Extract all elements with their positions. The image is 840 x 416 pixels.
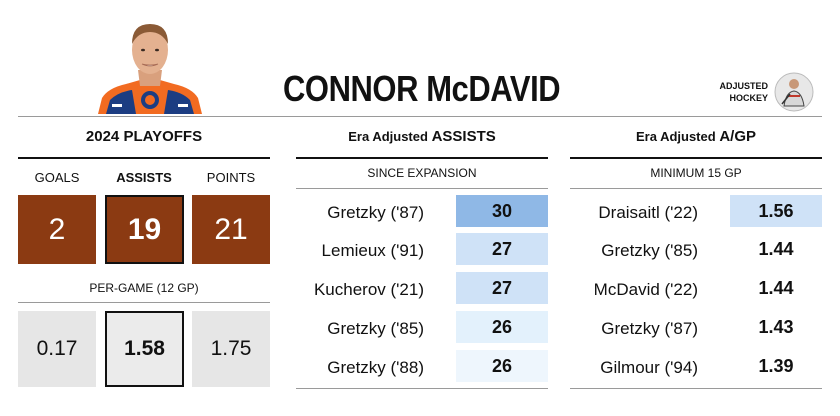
header-divider bbox=[18, 116, 822, 117]
agp-rank-2-name: Gretzky ('85) bbox=[601, 241, 698, 260]
assists-rank-5-value: 26 bbox=[456, 350, 548, 382]
agp-subtitle: MINIMUM 15 GP bbox=[650, 166, 742, 180]
agp-title-prefix: Era Adjusted bbox=[635, 129, 716, 144]
assists-rank-4-value: 26 bbox=[456, 311, 548, 343]
assists-rank-1-name: Gretzky ('87) bbox=[327, 203, 424, 222]
agp-section-title: Era Adjusted A/GP bbox=[570, 128, 822, 145]
agp-rank-1-value: 1.56 bbox=[730, 195, 822, 227]
assists-title-main: ASSISTS bbox=[431, 128, 496, 145]
assists-subtitle: SINCE EXPANSION bbox=[367, 166, 477, 180]
agp-rank-5-value: 1.39 bbox=[730, 350, 822, 382]
agp-rank-4-name: Gretzky ('87) bbox=[601, 319, 698, 338]
brand-line-1: ADJUSTED bbox=[719, 81, 768, 91]
agp-rank-3-value: 1.44 bbox=[730, 272, 822, 304]
agp-rank-1-name: Draisaitl ('22) bbox=[598, 203, 698, 222]
assists-rank-4-name: Gretzky ('85) bbox=[327, 319, 424, 338]
assists-rank-3-name: Kucherov ('21) bbox=[313, 280, 424, 299]
assists-bottom-rule bbox=[296, 388, 548, 389]
points-label: POINTS bbox=[206, 170, 256, 185]
points-per-game: 1.75 bbox=[192, 311, 270, 387]
per-game-label: PER-GAME (12 GP) bbox=[89, 281, 199, 295]
assists-per-game: 1.58 bbox=[105, 311, 184, 387]
goals-total: 2 bbox=[18, 195, 96, 264]
brand-line-2: HOCKEY bbox=[729, 93, 768, 103]
agp-title-main: A/GP bbox=[719, 128, 756, 145]
playoffs-title: 2024 PLAYOFFS bbox=[85, 128, 203, 145]
agp-rank-4-value: 1.43 bbox=[730, 311, 822, 343]
assists-section-title: Era Adjusted ASSISTS bbox=[296, 128, 548, 145]
assists-rank-5-name: Gretzky ('88) bbox=[327, 358, 424, 377]
adjusted-hockey-logo-icon bbox=[774, 72, 814, 112]
agp-rank-3-name: McDavid ('22) bbox=[593, 280, 698, 299]
assists-label: ASSISTS bbox=[116, 170, 172, 185]
assists-rank-3-value: 27 bbox=[456, 272, 548, 304]
playoffs-title-rule bbox=[18, 157, 270, 159]
per-game-rule bbox=[18, 302, 270, 303]
assists-rank-2-name: Lemieux ('91) bbox=[321, 241, 424, 260]
assists-rank-2-value: 27 bbox=[456, 233, 548, 265]
agp-rank-5-name: Gilmour ('94) bbox=[600, 358, 698, 377]
assists-total: 19 bbox=[105, 195, 184, 264]
agp-rank-2-value: 1.44 bbox=[730, 233, 822, 265]
player-portrait-icon bbox=[96, 14, 204, 114]
agp-bottom-rule bbox=[570, 388, 822, 389]
agp-subtitle-rule bbox=[570, 188, 822, 189]
agp-title-rule bbox=[570, 157, 822, 159]
assists-title-prefix: Era Adjusted bbox=[348, 129, 428, 144]
assists-rank-1-value: 30 bbox=[456, 195, 548, 227]
points-total: 21 bbox=[192, 195, 270, 264]
goals-label: GOALS bbox=[34, 170, 80, 185]
player-name: CONNOR McDAVID bbox=[283, 68, 561, 109]
assists-title-rule bbox=[296, 157, 548, 159]
assists-subtitle-rule bbox=[296, 188, 548, 189]
brand-name: ADJUSTED HOCKEY bbox=[700, 80, 768, 104]
goals-per-game: 0.17 bbox=[18, 311, 96, 387]
